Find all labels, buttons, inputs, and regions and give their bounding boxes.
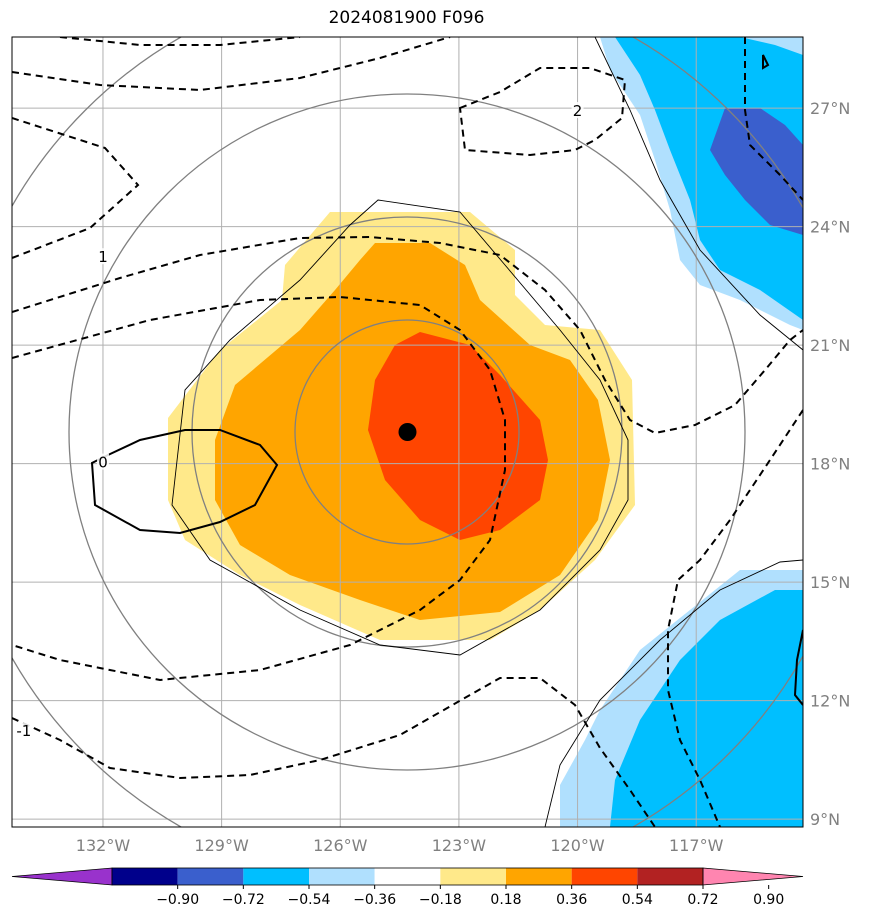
colorbar-tick-label: 0.54	[622, 892, 653, 908]
longitude-label: 129°W	[194, 836, 249, 855]
map-title: 2024081900 F096	[328, 8, 485, 28]
fill-neg-ne-3	[710, 108, 803, 235]
colorbar-segment	[506, 868, 572, 885]
colorbar-segment	[440, 868, 506, 885]
colorbar-tick-label: 0.36	[556, 892, 587, 908]
fill-neg-se-2	[610, 590, 803, 827]
latitude-label: 24°N	[810, 218, 850, 237]
colorbar-extend-min	[11, 867, 113, 886]
contour-label: 2	[573, 102, 583, 120]
contour-label-bg	[571, 102, 584, 119]
colorbar-tick-label: −0.18	[419, 892, 462, 908]
fill-neg-ne-4	[740, 37, 803, 55]
distance-rings	[12, 37, 803, 827]
solid-contours	[90, 54, 803, 706]
latitude-label: 12°N	[810, 692, 850, 711]
colorbar: −0.90 −0.72 −0.54 −0.36 −0.18 0.18 0.36 0.54 0.7…	[11, 867, 804, 908]
longitude-label: 132°W	[76, 836, 131, 855]
fill-0.54-0.72	[368, 332, 548, 540]
colorbar-tick-label: 0.72	[687, 892, 718, 908]
graticule	[12, 37, 803, 827]
colorbar-segment	[177, 868, 244, 885]
colorbar-segment	[571, 868, 638, 885]
latitude-label: 9°N	[810, 810, 840, 829]
colorbar-extend-max	[702, 867, 804, 886]
colorbar-tick-label: −0.54	[288, 892, 331, 908]
latitude-labels: 27°N 24°N 21°N 18°N 15°N 12°N 9°N	[810, 99, 850, 829]
storm-center-marker	[398, 423, 417, 441]
longitude-label: 120°W	[550, 836, 605, 855]
contour-label: -1	[16, 722, 31, 740]
colorbar-segment	[637, 868, 703, 885]
longitude-label: 117°W	[669, 836, 724, 855]
colorbar-outline	[111, 867, 704, 886]
colorbar-tick-label: 0.90	[753, 892, 784, 908]
contour-label-bg	[17, 722, 30, 739]
latitude-label: 27°N	[810, 99, 850, 118]
contour-label-bg	[96, 248, 109, 265]
dashed-contours	[12, 37, 803, 827]
latitude-label: 21°N	[810, 336, 850, 355]
map-frame	[11, 36, 804, 828]
colorbar-segment	[243, 868, 309, 885]
map-plot-area: 2 1 0 -1	[12, 37, 803, 827]
colorbar-segment	[112, 868, 178, 885]
contour-label: 1	[98, 248, 108, 266]
contour-label: 0	[98, 454, 108, 472]
colorbar-tick-label: −0.90	[156, 892, 199, 908]
colorbar-tick-label: −0.72	[222, 892, 265, 908]
colorbar-tick-label: −0.36	[353, 892, 396, 908]
contour-label-bg	[96, 453, 109, 470]
longitude-labels: 132°W 129°W 126°W 123°W 120°W 117°W	[76, 836, 724, 855]
latitude-label: 15°N	[810, 573, 850, 592]
contour-labels: 2 1 0 -1	[16, 102, 584, 740]
latitude-label: 18°N	[810, 455, 850, 474]
colorbar-segment	[374, 868, 441, 885]
longitude-label: 123°W	[432, 836, 487, 855]
colorbar-segment	[309, 868, 375, 885]
colorbar-tick-label: 0.18	[490, 892, 521, 908]
longitude-label: 126°W	[313, 836, 368, 855]
